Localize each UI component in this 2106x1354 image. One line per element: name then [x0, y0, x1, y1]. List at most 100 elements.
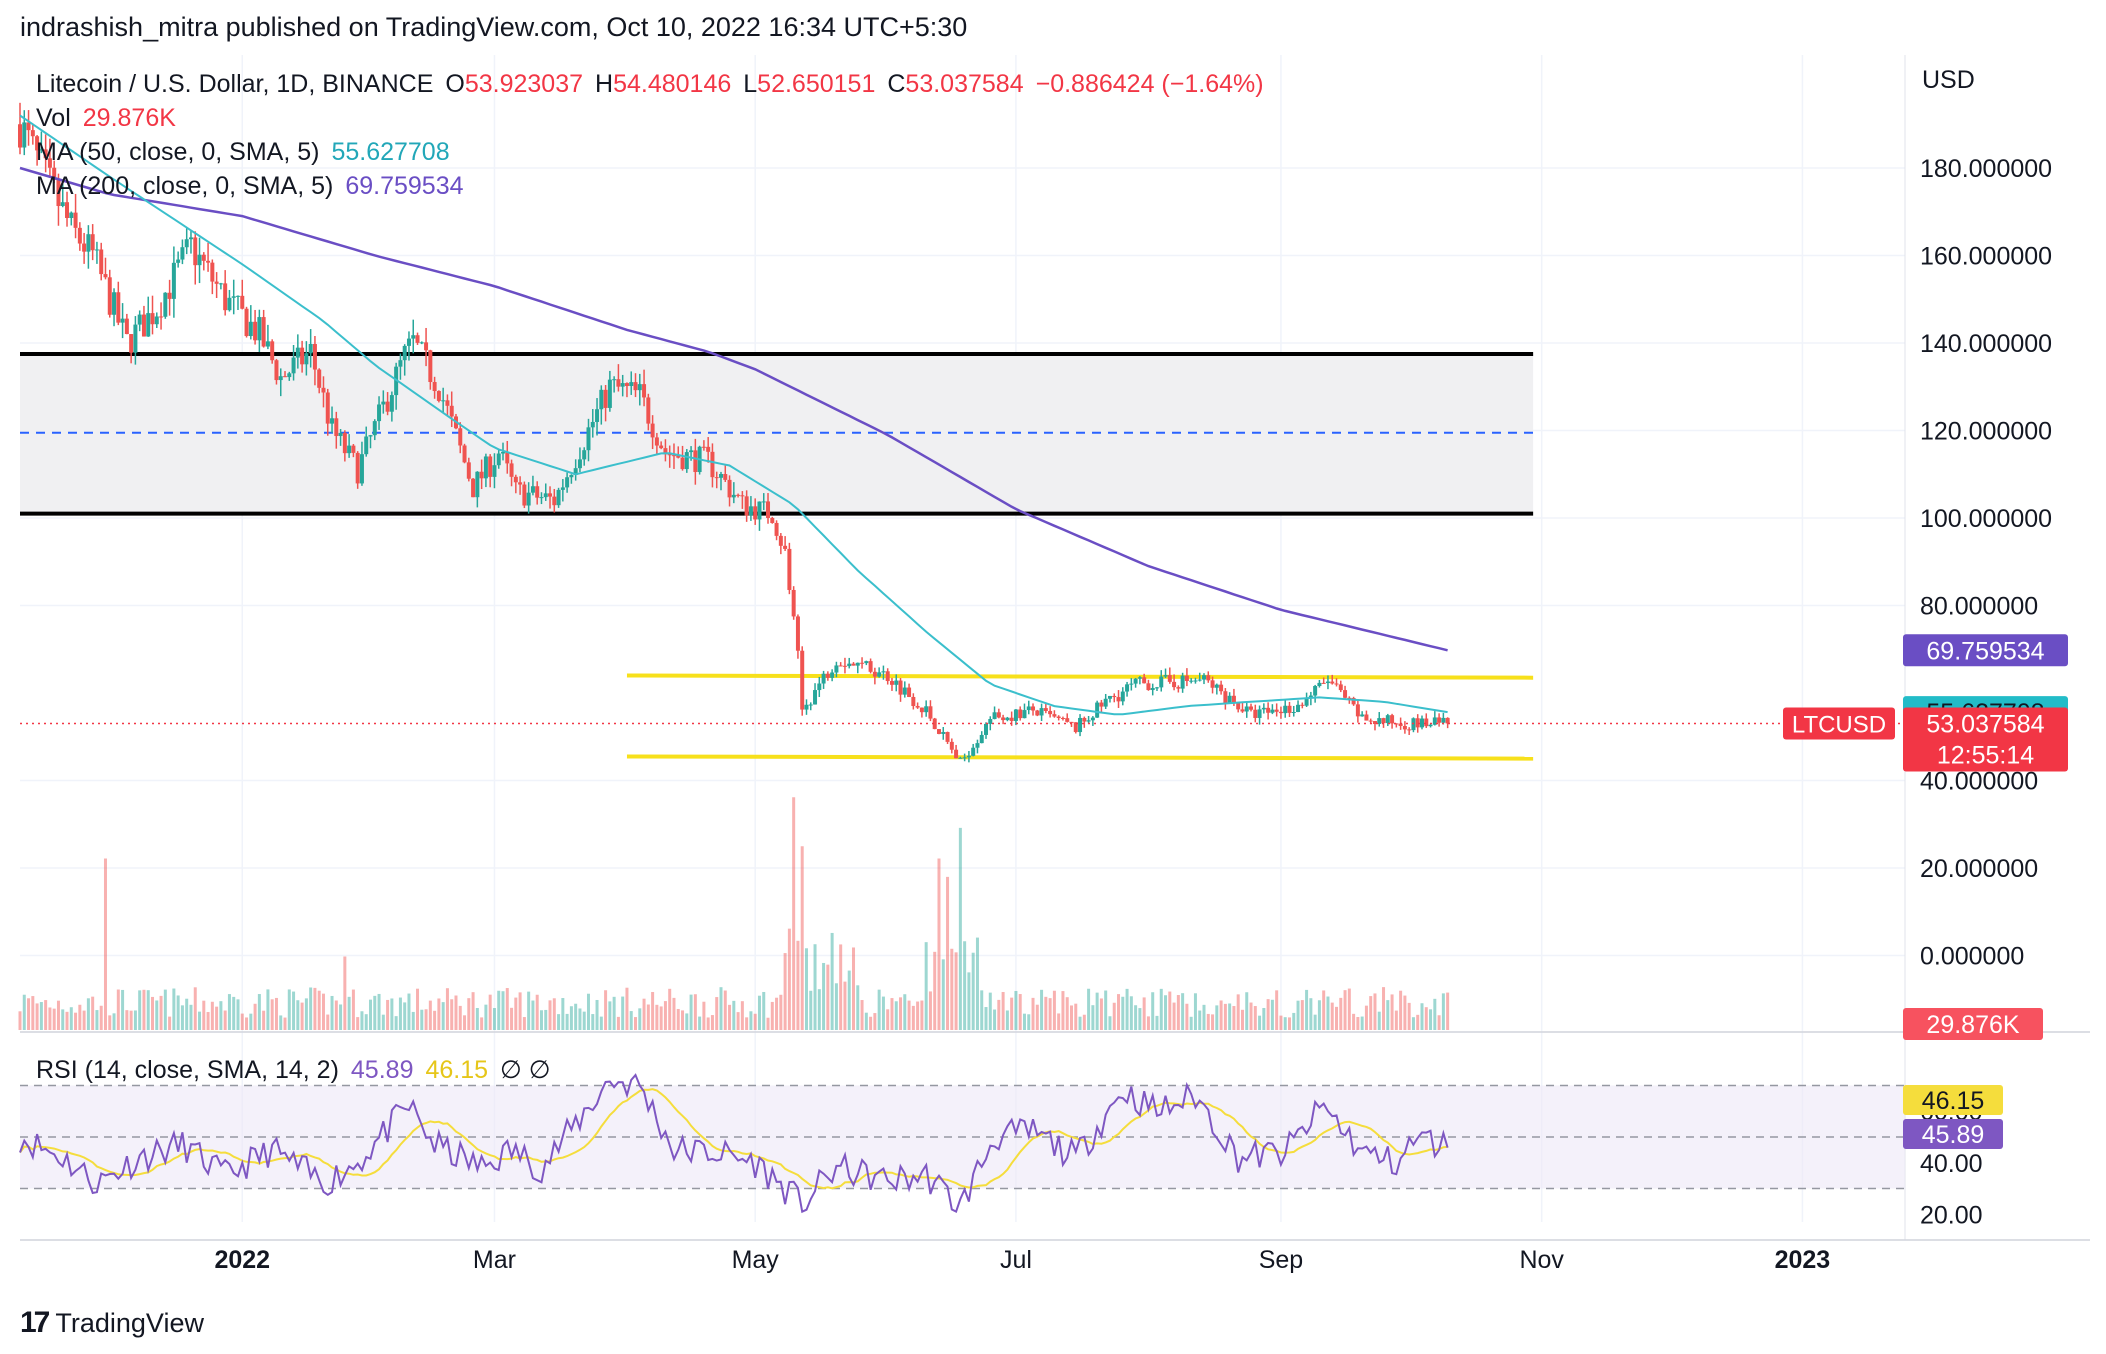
volume-bar [1185, 1003, 1189, 1030]
candle-body [436, 391, 441, 401]
volume-bar [1215, 1005, 1219, 1030]
candle-body [680, 457, 685, 470]
volume-bar [1027, 1014, 1031, 1030]
candle-body [1189, 680, 1194, 682]
volume-bar [646, 1004, 650, 1030]
candle-body [1103, 698, 1108, 707]
candle-body [35, 136, 40, 151]
volume-bar [223, 1010, 227, 1030]
price-axis-tick: 40.000000 [1920, 768, 2038, 796]
candle-body [595, 409, 600, 422]
candle-body [1167, 675, 1172, 682]
candle-body [398, 360, 403, 367]
volume-bar [1121, 996, 1125, 1030]
volume-bar [1309, 998, 1313, 1030]
candle-body [90, 234, 95, 251]
candle-body [556, 489, 561, 506]
moving-averages-layer [19, 114, 1915, 725]
volume-bar [232, 996, 236, 1030]
volume-bar [766, 1017, 770, 1030]
candle-body [411, 335, 416, 339]
candle-body [1394, 723, 1399, 725]
legend-low-label: L [743, 70, 758, 98]
volume-bar [1279, 1015, 1283, 1030]
candle-body [163, 292, 168, 317]
candle-body [1056, 716, 1061, 718]
candle-body [1065, 718, 1070, 722]
candle-body [458, 428, 463, 446]
candle-body [1137, 677, 1142, 679]
candle-body [1390, 715, 1395, 724]
rsi-axis-tick: 20.00 [1920, 1201, 1983, 1229]
candle-body [1313, 686, 1318, 696]
volume-bar [1369, 996, 1373, 1030]
candle-body [206, 260, 211, 263]
candle-body [274, 360, 279, 381]
volume-bar [937, 858, 941, 1030]
candle-body [620, 383, 625, 387]
volume-bar [279, 1015, 283, 1030]
candle-body [774, 522, 779, 536]
volume-bar [270, 999, 274, 1030]
volume-bar [1339, 997, 1343, 1030]
candle-body [18, 124, 22, 148]
candle-body [1048, 710, 1053, 715]
volume-bar [565, 1013, 569, 1030]
volume-bar [1236, 994, 1240, 1030]
candle-body [1112, 695, 1117, 698]
volume-bar [428, 1000, 432, 1030]
volume-bar [1146, 1016, 1150, 1030]
volume-bar [839, 944, 843, 1030]
candle-body [368, 435, 373, 437]
candle-body [1372, 721, 1377, 724]
candle-body [193, 237, 198, 266]
volume-bar [1164, 995, 1168, 1030]
volume-bar [557, 1014, 561, 1030]
volume-bar [108, 1015, 112, 1030]
time-axis-label: 2022 [214, 1246, 270, 1274]
volume-bar [1429, 1009, 1433, 1030]
volume-bar [864, 1012, 868, 1030]
candle-body [99, 249, 104, 275]
volume-bar [1014, 990, 1018, 1030]
volume-bar [394, 1016, 398, 1030]
candle-body [671, 455, 676, 457]
volume-bar [608, 1001, 612, 1030]
volume-bar [1390, 994, 1394, 1030]
candle-body [928, 706, 933, 719]
volume-bar [728, 1004, 732, 1030]
volume-bar [326, 1014, 330, 1030]
volume-bar [245, 1017, 249, 1030]
legend-vol: 29.876K [82, 104, 176, 132]
volume-bar [924, 942, 928, 1030]
volume-bar [1117, 994, 1121, 1030]
volume-bar [1202, 1004, 1206, 1030]
volume-bar [18, 1011, 22, 1030]
candle-body [663, 448, 668, 455]
candle-body [312, 344, 317, 370]
candle-body [133, 324, 138, 353]
candle-body [783, 545, 788, 549]
volume-bar [65, 1011, 69, 1030]
volume-bar [1347, 988, 1351, 1030]
candle-body [248, 321, 253, 337]
candle-body [1274, 709, 1279, 712]
volume-bar [1112, 1002, 1116, 1030]
candle-body [659, 445, 664, 449]
candle-body [740, 495, 745, 497]
candle-body [646, 397, 651, 424]
volume-bar [1364, 1005, 1368, 1030]
candle-body [304, 353, 309, 365]
candle-body [629, 382, 634, 387]
volume-bar [300, 1002, 304, 1030]
volume-bar [313, 987, 317, 1030]
candle-body [586, 427, 591, 451]
volume-bar [616, 1016, 620, 1030]
volume-bar [629, 1011, 633, 1030]
candle-body [971, 747, 976, 756]
candle-body [1321, 682, 1326, 684]
candle-body [1445, 717, 1450, 724]
candle-body [548, 493, 553, 497]
volume-bar [634, 1017, 638, 1030]
candle-body [945, 732, 950, 742]
